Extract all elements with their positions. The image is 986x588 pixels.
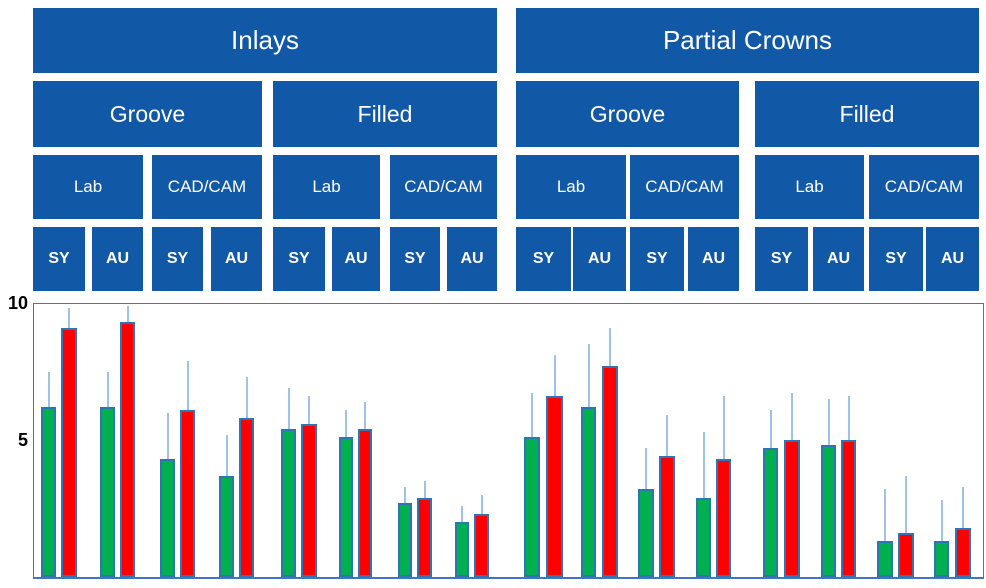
error-bar-red-1 <box>126 305 129 327</box>
header-level3-lab-4: Lab <box>516 155 626 219</box>
header-level4-sy-12: SY <box>755 227 808 291</box>
header-level2-filled-1: Filled <box>273 81 497 147</box>
bar-green-inlays-filled-cad-cam-au <box>455 522 469 577</box>
error-bar-green-2 <box>166 412 169 464</box>
bar-green-inlays-groove-cad-cam-sy <box>160 459 175 577</box>
bar-green-partial-crowns-filled-cad-cam-sy <box>877 541 893 577</box>
header-level3-lab-2: Lab <box>273 155 380 219</box>
header-level4-au-1: AU <box>92 227 143 291</box>
error-bar-green-10 <box>645 448 647 494</box>
error-bar-green-9 <box>587 344 590 412</box>
header-level4-au-9: AU <box>573 227 626 291</box>
y-axis-tick-5: 5 <box>17 430 28 450</box>
header-level4-au-15: AU <box>926 227 979 291</box>
error-bar-red-5 <box>364 401 366 434</box>
header-level4-au-3: AU <box>211 227 262 291</box>
header-level3-cad-cam-7: CAD/CAM <box>869 155 979 219</box>
bar-red-partial-crowns-filled-cad-cam-au <box>955 527 971 577</box>
header-level3-cad-cam-1: CAD/CAM <box>152 155 262 219</box>
bar-red-partial-crowns-groove-lab-sy <box>546 396 563 577</box>
header-level1-inlays-0: Inlays <box>33 8 497 73</box>
bar-red-partial-crowns-groove-cad-cam-au <box>716 459 731 577</box>
bar-red-partial-crowns-filled-lab-au <box>841 440 856 577</box>
bar-green-partial-crowns-groove-cad-cam-sy <box>638 489 654 577</box>
header-level4-sy-14: SY <box>869 227 923 291</box>
header-level1-partial-crowns-1: Partial Crowns <box>516 8 979 73</box>
error-bar-green-12 <box>769 409 772 453</box>
header-level4-au-5: AU <box>332 227 380 291</box>
error-bar-green-0 <box>47 371 50 412</box>
header-level4-au-7: AU <box>447 227 497 291</box>
error-bar-red-12 <box>791 393 793 444</box>
bar-red-inlays-groove-lab-au <box>120 322 135 577</box>
error-bar-green-14 <box>884 489 886 546</box>
y-axis-tick-10: 10 <box>7 293 28 313</box>
error-bar-green-1 <box>106 371 109 412</box>
bar-green-inlays-groove-lab-au <box>100 407 115 577</box>
error-bar-red-10 <box>666 415 668 461</box>
bar-green-inlays-filled-cad-cam-sy <box>398 503 412 577</box>
error-bar-red-2 <box>186 360 189 414</box>
error-bar-red-6 <box>423 481 426 502</box>
error-bar-red-15 <box>962 486 964 532</box>
bar-red-partial-crowns-filled-cad-cam-sy <box>898 533 914 577</box>
header-level2-filled-3: Filled <box>755 81 979 147</box>
bar-green-partial-crowns-filled-cad-cam-au <box>934 541 949 577</box>
header-level4-au-13: AU <box>813 227 864 291</box>
header-level4-sy-6: SY <box>390 227 440 291</box>
bar-red-inlays-groove-lab-sy <box>61 327 77 577</box>
error-bar-red-8 <box>553 355 556 401</box>
bar-green-inlays-groove-lab-sy <box>41 407 56 577</box>
bar-red-inlays-groove-cad-cam-sy <box>180 409 195 577</box>
error-bar-green-6 <box>404 486 406 508</box>
error-bar-green-15 <box>940 500 943 546</box>
error-bar-red-0 <box>68 308 70 332</box>
error-bar-green-5 <box>345 409 347 442</box>
header-level4-sy-0: SY <box>33 227 85 291</box>
bar-red-inlays-filled-lab-sy <box>301 423 317 577</box>
error-bar-red-14 <box>905 475 907 538</box>
bar-green-inlays-filled-lab-sy <box>281 429 296 577</box>
bar-red-partial-crowns-groove-lab-au <box>602 366 618 577</box>
header-level2-groove-2: Groove <box>516 81 739 147</box>
error-bar-green-7 <box>461 505 463 527</box>
bar-green-partial-crowns-groove-lab-au <box>581 407 596 577</box>
bar-green-inlays-groove-cad-cam-au <box>219 475 234 577</box>
header-level2-groove-0: Groove <box>33 81 262 147</box>
error-bar-red-13 <box>847 396 850 444</box>
header-level3-cad-cam-3: CAD/CAM <box>390 155 497 219</box>
bar-red-inlays-groove-cad-cam-au <box>239 418 254 577</box>
bar-green-partial-crowns-filled-lab-au <box>821 445 836 577</box>
header-level3-lab-6: Lab <box>755 155 864 219</box>
header-level4-sy-4: SY <box>273 227 325 291</box>
error-bar-green-3 <box>225 434 228 480</box>
error-bar-green-13 <box>827 398 830 450</box>
header-level3-cad-cam-5: CAD/CAM <box>630 155 739 219</box>
error-bar-red-11 <box>722 396 725 464</box>
bar-red-inlays-filled-cad-cam-sy <box>417 497 432 577</box>
header-level4-sy-10: SY <box>630 227 684 291</box>
bar-green-inlays-filled-lab-au <box>339 437 353 577</box>
error-bar-red-4 <box>308 396 310 428</box>
bar-green-partial-crowns-groove-lab-sy <box>524 437 540 577</box>
error-bar-red-7 <box>480 494 483 518</box>
bar-green-partial-crowns-filled-lab-sy <box>763 448 778 577</box>
header-level3-lab-0: Lab <box>33 155 143 219</box>
error-bar-green-4 <box>287 387 290 434</box>
bar-green-partial-crowns-groove-cad-cam-au <box>696 497 711 577</box>
header-level4-sy-2: SY <box>152 227 203 291</box>
header-level4-au-11: AU <box>688 227 739 291</box>
bar-red-inlays-filled-cad-cam-au <box>474 513 489 577</box>
error-bar-green-11 <box>702 431 705 502</box>
bar-red-partial-crowns-filled-lab-sy <box>784 440 800 577</box>
error-bar-red-9 <box>609 327 611 371</box>
error-bar-green-8 <box>531 393 533 442</box>
header-level4-sy-8: SY <box>516 227 571 291</box>
bar-red-inlays-filled-lab-au <box>358 429 372 577</box>
bar-red-partial-crowns-groove-cad-cam-sy <box>659 456 675 577</box>
error-bar-red-3 <box>245 376 248 423</box>
